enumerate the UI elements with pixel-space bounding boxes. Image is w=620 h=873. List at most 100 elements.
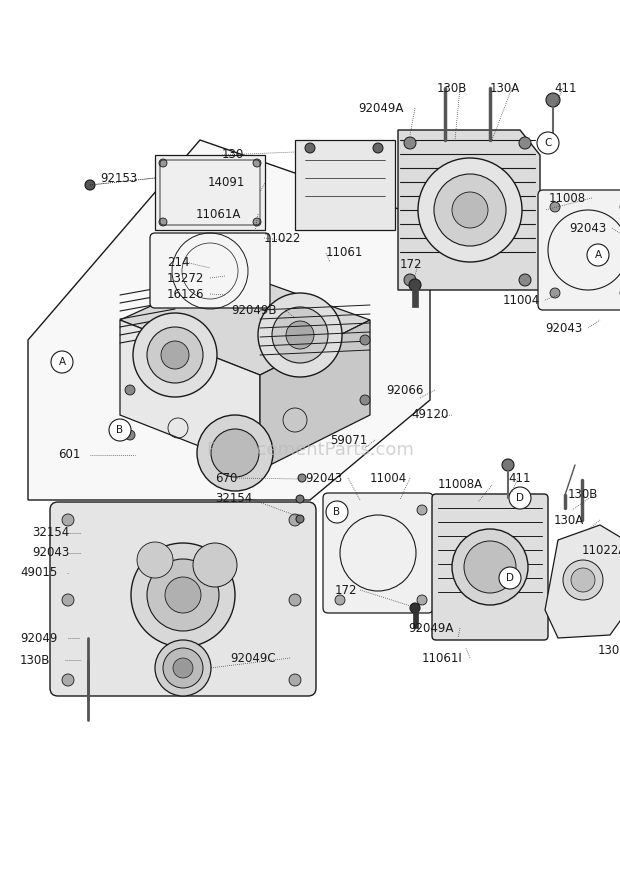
Text: ReplacementParts.com: ReplacementParts.com bbox=[206, 441, 414, 459]
Text: 214: 214 bbox=[167, 256, 190, 269]
Circle shape bbox=[147, 559, 219, 631]
Polygon shape bbox=[120, 270, 370, 375]
Text: 92043: 92043 bbox=[32, 546, 69, 560]
Circle shape bbox=[155, 640, 211, 696]
Text: B: B bbox=[117, 425, 123, 435]
Text: 411: 411 bbox=[554, 81, 577, 94]
Circle shape bbox=[147, 327, 203, 383]
Circle shape bbox=[452, 192, 488, 228]
Bar bbox=[295, 140, 395, 230]
Text: 130A: 130A bbox=[554, 513, 584, 526]
Text: A: A bbox=[58, 357, 66, 367]
Circle shape bbox=[253, 159, 261, 167]
Text: 92049: 92049 bbox=[20, 631, 58, 644]
Text: 130B: 130B bbox=[20, 654, 50, 666]
Circle shape bbox=[62, 514, 74, 526]
Circle shape bbox=[286, 321, 314, 349]
Circle shape bbox=[289, 594, 301, 606]
Circle shape bbox=[85, 180, 95, 190]
Text: 411: 411 bbox=[508, 471, 531, 485]
Circle shape bbox=[272, 307, 328, 363]
Circle shape bbox=[159, 159, 167, 167]
Circle shape bbox=[509, 487, 531, 509]
Text: 130: 130 bbox=[222, 148, 244, 162]
Circle shape bbox=[161, 341, 189, 369]
Text: 92043: 92043 bbox=[305, 471, 342, 485]
Circle shape bbox=[546, 93, 560, 107]
Text: 11061A: 11061A bbox=[196, 208, 241, 221]
Circle shape bbox=[519, 137, 531, 149]
Polygon shape bbox=[28, 140, 430, 500]
Circle shape bbox=[360, 335, 370, 345]
FancyBboxPatch shape bbox=[150, 233, 270, 308]
Text: A: A bbox=[595, 250, 601, 260]
Text: 92066: 92066 bbox=[386, 383, 423, 396]
Text: 59071: 59071 bbox=[330, 434, 367, 446]
Circle shape bbox=[133, 313, 217, 397]
Text: 32154: 32154 bbox=[32, 526, 69, 540]
Text: 601: 601 bbox=[58, 449, 81, 462]
Circle shape bbox=[296, 515, 304, 523]
Circle shape bbox=[502, 459, 514, 471]
Circle shape bbox=[360, 395, 370, 405]
Circle shape bbox=[165, 577, 201, 613]
Text: 13272: 13272 bbox=[167, 272, 205, 285]
Circle shape bbox=[409, 279, 421, 291]
Bar bbox=[155, 155, 265, 230]
Circle shape bbox=[131, 543, 235, 647]
Text: 11061: 11061 bbox=[326, 246, 363, 259]
Text: B: B bbox=[334, 507, 340, 517]
Circle shape bbox=[464, 541, 516, 593]
Text: 92049A: 92049A bbox=[358, 101, 404, 114]
Text: 11061I: 11061I bbox=[422, 651, 463, 664]
Circle shape bbox=[519, 274, 531, 286]
Polygon shape bbox=[120, 320, 260, 470]
Bar bbox=[412, 285, 418, 307]
Text: 11004: 11004 bbox=[370, 471, 407, 485]
Text: 172: 172 bbox=[400, 258, 422, 272]
FancyBboxPatch shape bbox=[538, 190, 620, 310]
Circle shape bbox=[253, 218, 261, 226]
Circle shape bbox=[537, 132, 559, 154]
Circle shape bbox=[587, 244, 609, 266]
Circle shape bbox=[563, 560, 603, 600]
Text: 92153: 92153 bbox=[100, 171, 137, 184]
Circle shape bbox=[404, 274, 416, 286]
Text: 130A: 130A bbox=[490, 81, 520, 94]
Circle shape bbox=[159, 218, 167, 226]
Circle shape bbox=[499, 567, 521, 589]
Circle shape bbox=[326, 501, 348, 523]
Text: 92049A: 92049A bbox=[408, 622, 453, 635]
Text: 92043: 92043 bbox=[569, 222, 606, 235]
Circle shape bbox=[125, 385, 135, 395]
Circle shape bbox=[373, 143, 383, 153]
Circle shape bbox=[452, 529, 528, 605]
Circle shape bbox=[305, 143, 315, 153]
Circle shape bbox=[550, 202, 560, 212]
Text: 92049B: 92049B bbox=[231, 304, 277, 317]
Circle shape bbox=[289, 674, 301, 686]
Text: 172: 172 bbox=[335, 583, 358, 596]
Circle shape bbox=[173, 658, 193, 678]
Text: 14091: 14091 bbox=[208, 176, 246, 189]
Circle shape bbox=[571, 568, 595, 592]
FancyBboxPatch shape bbox=[323, 493, 433, 613]
Circle shape bbox=[197, 415, 273, 491]
Text: 49015: 49015 bbox=[20, 567, 57, 580]
Circle shape bbox=[418, 158, 522, 262]
Circle shape bbox=[125, 430, 135, 440]
Polygon shape bbox=[260, 320, 370, 470]
Text: 49120: 49120 bbox=[411, 409, 448, 422]
Circle shape bbox=[410, 603, 420, 613]
Circle shape bbox=[137, 542, 173, 578]
Text: 11022A: 11022A bbox=[582, 544, 620, 556]
Text: 11022: 11022 bbox=[264, 231, 301, 244]
Text: C: C bbox=[544, 138, 552, 148]
Circle shape bbox=[258, 293, 342, 377]
Text: 130: 130 bbox=[598, 643, 620, 656]
Circle shape bbox=[404, 137, 416, 149]
Circle shape bbox=[289, 514, 301, 526]
Circle shape bbox=[417, 505, 427, 515]
Circle shape bbox=[62, 674, 74, 686]
Circle shape bbox=[51, 351, 73, 373]
